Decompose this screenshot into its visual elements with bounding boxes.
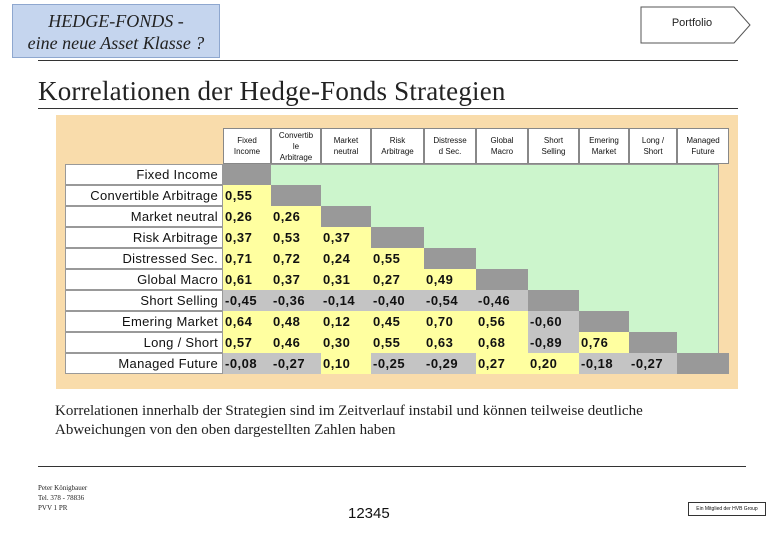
correlation-cell: -0,14 — [321, 290, 371, 311]
correlation-cell: 0,64 — [223, 311, 271, 332]
correlation-cell: 0,37 — [271, 269, 321, 290]
correlation-cell: -0,60 — [528, 311, 579, 332]
author-name: Peter Königbauer — [38, 484, 88, 492]
correlation-cell: 0,46 — [271, 332, 321, 353]
correlation-cell: 0,20 — [528, 353, 579, 374]
row-label: Short Selling — [65, 290, 223, 311]
column-header: Short Selling — [528, 128, 579, 164]
correlation-cell: 0,12 — [321, 311, 371, 332]
row-label: Long / Short — [65, 332, 223, 353]
correlation-cell: 0,61 — [223, 269, 271, 290]
correlation-cell: 0,55 — [371, 332, 424, 353]
correlation-cell: 0,45 — [371, 311, 424, 332]
correlation-cell: 0,10 — [321, 353, 371, 374]
group-badge: Ein Mitglied der HVB Group — [688, 502, 766, 516]
row-label: Convertible Arbitrage — [65, 185, 223, 206]
title-line-1: HEDGE-FONDS - — [48, 11, 184, 31]
column-header: Fixed Income — [223, 128, 271, 164]
column-header: Managed Future — [677, 128, 729, 164]
title-line-2: eine neue Asset Klasse ? — [27, 33, 205, 53]
arrow-tab-shape — [640, 6, 751, 44]
diagonal-cell — [528, 290, 579, 311]
author-block: Peter Königbauer Tel. 378 - 78836 PVV 1 … — [38, 483, 87, 513]
column-header: Emering Market — [579, 128, 629, 164]
correlation-cell: 0,55 — [223, 185, 271, 206]
correlation-matrix: Fixed Income Convertib le Arbitrage Market… — [65, 128, 729, 374]
bottom-divider — [38, 466, 746, 467]
correlation-cell: 0,30 — [321, 332, 371, 353]
row-label: Emering Market — [65, 311, 223, 332]
correlation-cell: 0,49 — [424, 269, 476, 290]
diagonal-cell — [579, 311, 629, 332]
row-label: Managed Future — [65, 353, 223, 374]
top-divider — [38, 60, 738, 61]
correlation-cell: -0,45 — [223, 290, 271, 311]
page-number: 12345 — [348, 505, 390, 522]
page-title: Korrelationen der Hedge-Fonds Strategien — [38, 76, 506, 106]
column-header: Risk Arbitrage — [371, 128, 424, 164]
correlation-cell: 0,71 — [223, 248, 271, 269]
correlation-cell: 0,27 — [476, 353, 528, 374]
author-phone: Tel. 378 - 78836 — [38, 494, 85, 502]
diagonal-cell — [371, 227, 424, 248]
column-header: Distresse d Sec. — [424, 128, 476, 164]
correlation-cell: 0,37 — [321, 227, 371, 248]
correlation-cell: 0,31 — [321, 269, 371, 290]
row-label: Distressed Sec. — [65, 248, 223, 269]
row-label: Risk Arbitrage — [65, 227, 223, 248]
correlation-cell: -0,29 — [424, 353, 476, 374]
column-header: Global Macro — [476, 128, 528, 164]
correlation-cell: -0,08 — [223, 353, 271, 374]
correlation-cell: 0,63 — [424, 332, 476, 353]
correlation-cell: 0,72 — [271, 248, 321, 269]
diagonal-cell — [629, 332, 677, 353]
correlation-cell: -0,36 — [271, 290, 321, 311]
correlation-cell: 0,48 — [271, 311, 321, 332]
row-label: Global Macro — [65, 269, 223, 290]
correlation-note: Korrelationen innerhalb der Strategien s… — [55, 403, 643, 438]
column-header: Long / Short — [629, 128, 677, 164]
correlation-cell: -0,27 — [629, 353, 677, 374]
diagonal-cell — [223, 164, 271, 185]
correlation-cell: 0,27 — [371, 269, 424, 290]
diagonal-cell — [271, 185, 321, 206]
correlation-cell: -0,46 — [476, 290, 528, 311]
correlation-cell: 0,26 — [223, 206, 271, 227]
correlation-cell: 0,26 — [271, 206, 321, 227]
correlation-cell: -0,54 — [424, 290, 476, 311]
correlation-cell: 0,56 — [476, 311, 528, 332]
column-header: Convertib le Arbitrage — [271, 128, 321, 164]
portfolio-label: Portfolio — [671, 17, 713, 29]
presentation-title-box: HEDGE-FONDS - eine neue Asset Klasse ? — [12, 4, 220, 58]
diagonal-cell — [677, 353, 729, 374]
column-header: Market neutral — [321, 128, 371, 164]
correlation-cell: -0,25 — [371, 353, 424, 374]
correlation-cell: 0,53 — [271, 227, 321, 248]
correlation-cell: 0,55 — [371, 248, 424, 269]
correlation-cell: 0,68 — [476, 332, 528, 353]
heading-underline — [38, 108, 738, 109]
correlation-cell: 0,24 — [321, 248, 371, 269]
correlation-cell: -0,40 — [371, 290, 424, 311]
correlation-cell: 0,70 — [424, 311, 476, 332]
diagonal-cell — [321, 206, 371, 227]
author-dept: PVV 1 PR — [38, 504, 68, 512]
correlation-cell: -0,27 — [271, 353, 321, 374]
diagonal-cell — [476, 269, 528, 290]
row-label: Fixed Income — [65, 164, 223, 185]
portfolio-nav-tab[interactable]: Portfolio — [640, 6, 752, 44]
correlation-cell: -0,89 — [528, 332, 579, 353]
diagonal-cell — [424, 248, 476, 269]
correlation-cell: 0,76 — [579, 332, 629, 353]
correlation-cell: -0,18 — [579, 353, 629, 374]
row-label: Market neutral — [65, 206, 223, 227]
correlation-cell: 0,37 — [223, 227, 271, 248]
correlation-cell: 0,57 — [223, 332, 271, 353]
